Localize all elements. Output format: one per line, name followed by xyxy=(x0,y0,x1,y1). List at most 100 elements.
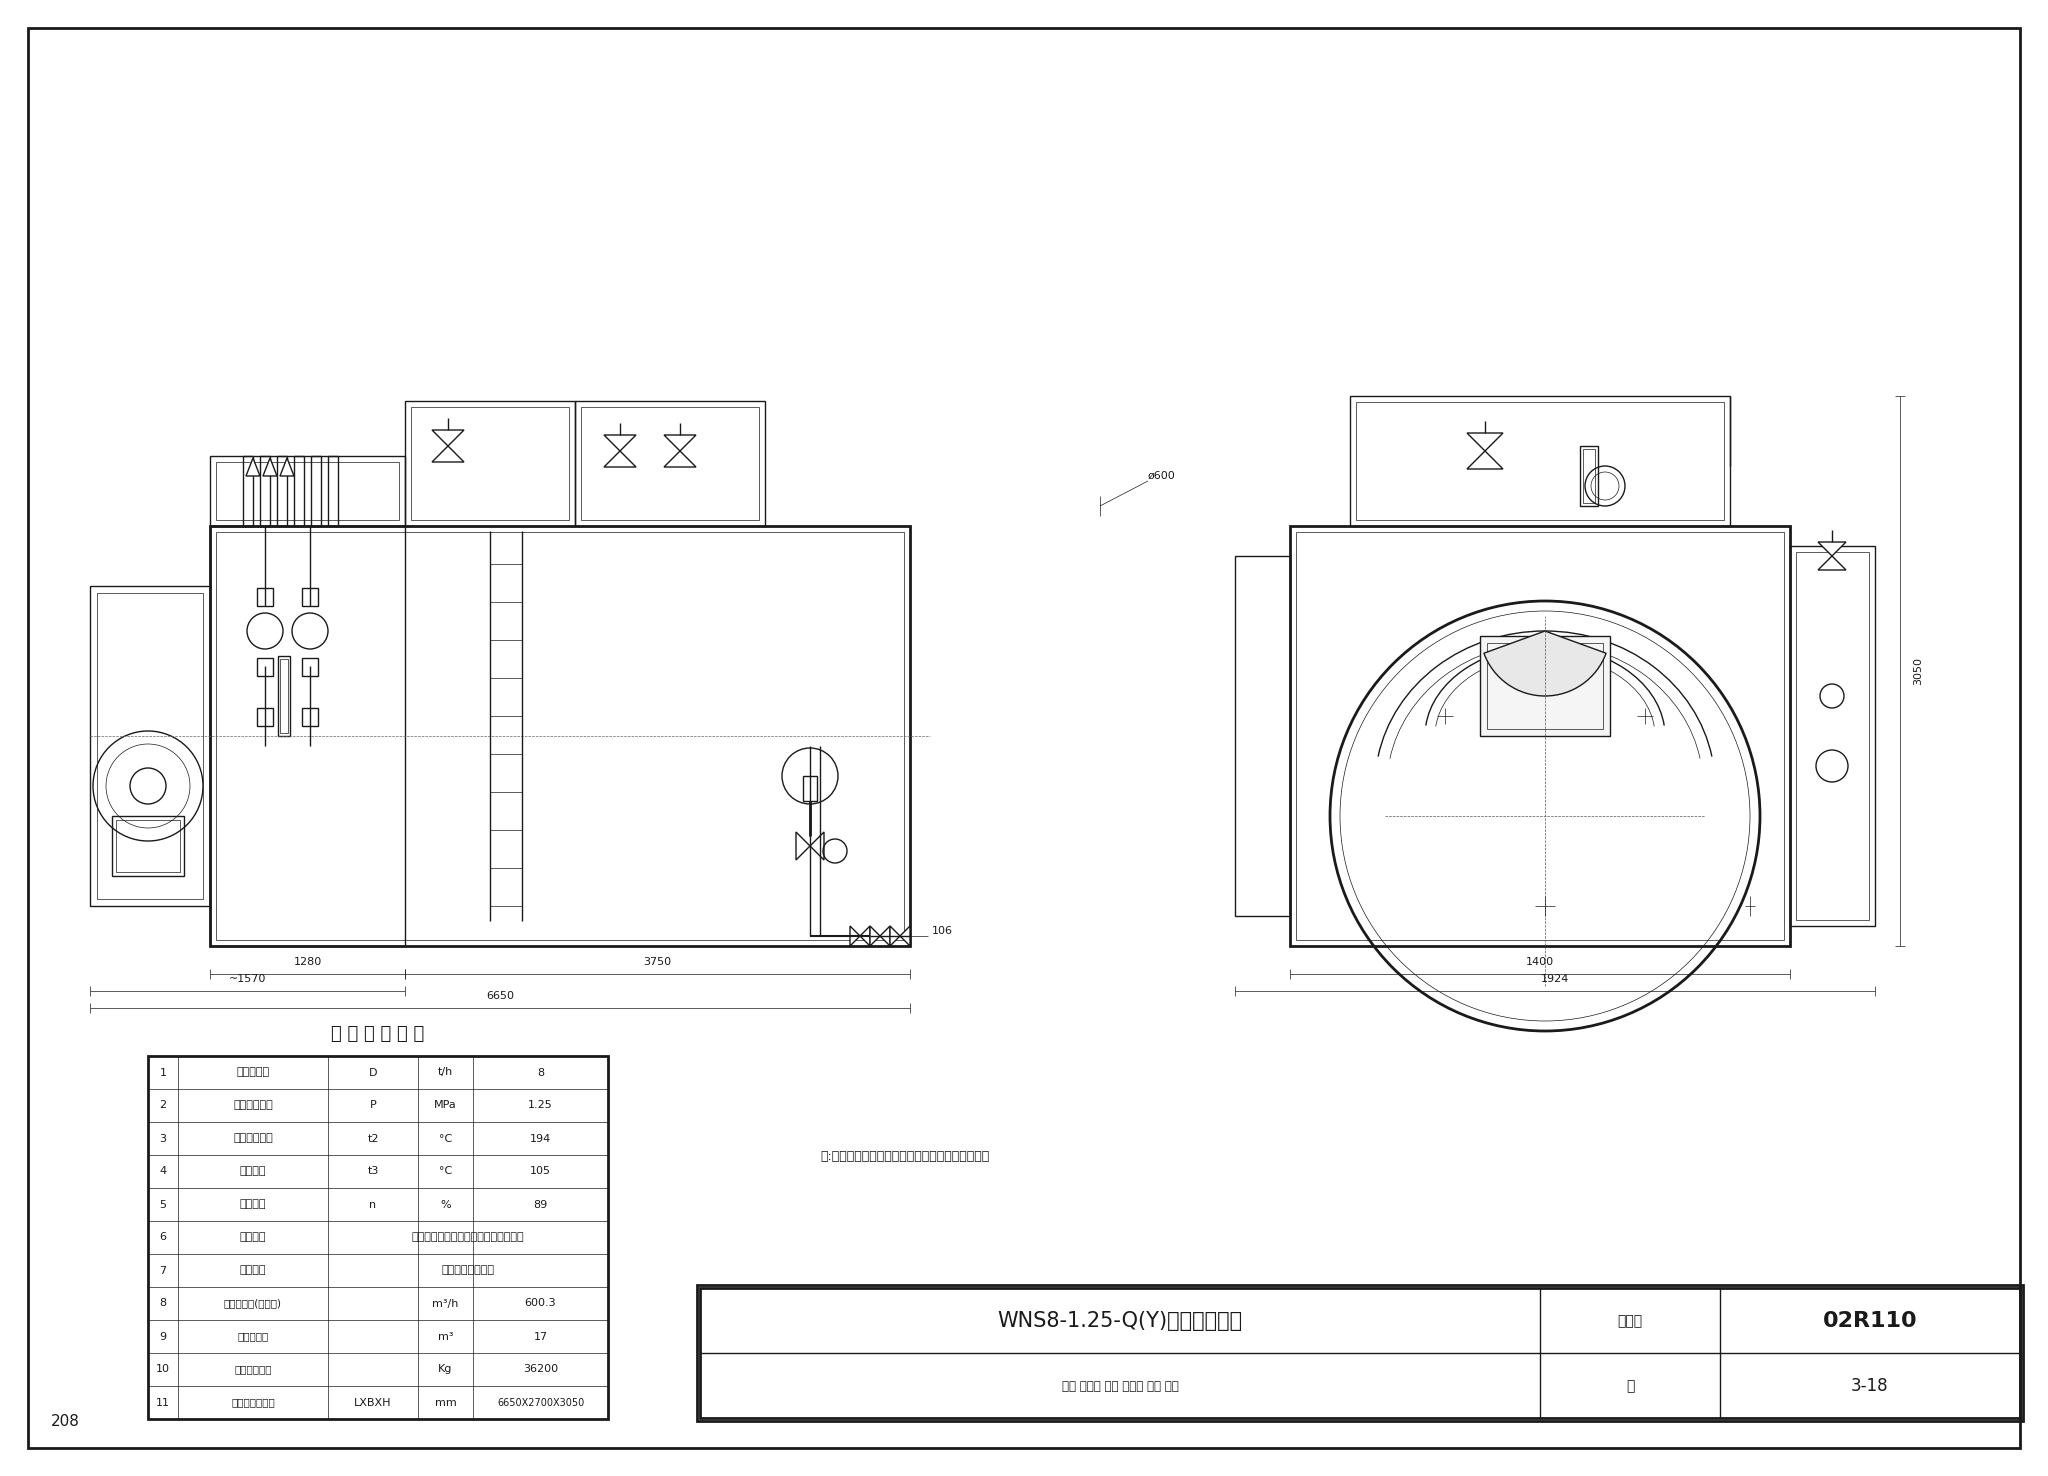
Text: 1.25: 1.25 xyxy=(528,1101,553,1110)
Bar xyxy=(295,456,303,525)
Text: WNS8-1.25-Q(Y)蒸汽锅炉总图: WNS8-1.25-Q(Y)蒸汽锅炉总图 xyxy=(997,1311,1243,1331)
Text: 锅炉运行重量: 锅炉运行重量 xyxy=(233,1364,272,1374)
Text: 9: 9 xyxy=(160,1331,166,1342)
Text: °C: °C xyxy=(438,1134,453,1144)
Bar xyxy=(301,587,317,607)
Text: D: D xyxy=(369,1067,377,1077)
Bar xyxy=(260,456,270,525)
Bar xyxy=(301,658,317,676)
Text: Kg: Kg xyxy=(438,1364,453,1374)
Text: 1280: 1280 xyxy=(293,956,322,967)
Text: LXBXH: LXBXH xyxy=(354,1398,391,1408)
Text: 4: 4 xyxy=(160,1166,166,1176)
Text: 208: 208 xyxy=(51,1414,80,1429)
Text: 燃料消耗量(天然气): 燃料消耗量(天然气) xyxy=(223,1299,283,1309)
Text: 调节方式: 调节方式 xyxy=(240,1265,266,1275)
Polygon shape xyxy=(1819,542,1845,556)
Text: 审核 钮茂罩 校对 茶老杯 设计 信流: 审核 钮茂罩 校对 茶老杯 设计 信流 xyxy=(1061,1380,1178,1392)
Polygon shape xyxy=(891,925,899,946)
Bar xyxy=(1290,525,1790,946)
Text: m³: m³ xyxy=(438,1331,453,1342)
Text: 8: 8 xyxy=(537,1067,545,1077)
Text: 1: 1 xyxy=(160,1067,166,1077)
Text: 图集号: 图集号 xyxy=(1618,1314,1642,1328)
Bar xyxy=(211,525,909,946)
Bar xyxy=(1487,644,1604,729)
Bar xyxy=(1790,546,1876,925)
Wedge shape xyxy=(1485,632,1606,697)
Text: 6650X2700X3050: 6650X2700X3050 xyxy=(498,1398,584,1408)
Text: t3: t3 xyxy=(367,1166,379,1176)
Bar xyxy=(1350,396,1731,525)
Bar xyxy=(1481,636,1610,737)
Text: 36200: 36200 xyxy=(522,1364,557,1374)
Bar xyxy=(311,456,322,525)
Text: t/h: t/h xyxy=(438,1067,453,1077)
Polygon shape xyxy=(262,458,276,475)
Text: 设计效率: 设计效率 xyxy=(240,1200,266,1209)
Bar xyxy=(700,1289,2019,1418)
Text: 额定蒸发量: 额定蒸发量 xyxy=(236,1067,270,1077)
Text: 106: 106 xyxy=(932,925,952,936)
Bar xyxy=(1235,556,1290,917)
Polygon shape xyxy=(432,446,465,462)
Bar xyxy=(256,658,272,676)
Text: ~1570: ~1570 xyxy=(229,974,266,984)
Polygon shape xyxy=(1466,452,1503,469)
Polygon shape xyxy=(870,925,881,946)
Text: 3050: 3050 xyxy=(1913,657,1923,685)
Polygon shape xyxy=(860,925,870,946)
Text: 注:本图按重庆锅炉总厂锅炉产品的技术资料编制。: 注:本图按重庆锅炉总厂锅炉产品的技术资料编制。 xyxy=(819,1150,989,1163)
Text: 3-18: 3-18 xyxy=(1851,1377,1888,1395)
Polygon shape xyxy=(1466,432,1503,452)
Text: 最大运输件尺寸: 最大运输件尺寸 xyxy=(231,1398,274,1408)
Text: 3: 3 xyxy=(160,1134,166,1144)
Text: °C: °C xyxy=(438,1166,453,1176)
Text: P: P xyxy=(369,1101,377,1110)
Text: 10: 10 xyxy=(156,1364,170,1374)
Bar xyxy=(117,821,180,872)
Bar xyxy=(96,593,203,899)
Text: 全自动，滑动二级: 全自动，滑动二级 xyxy=(442,1265,494,1275)
Text: 89: 89 xyxy=(532,1200,547,1209)
Bar xyxy=(256,587,272,607)
Text: 给水温度: 给水温度 xyxy=(240,1166,266,1176)
Bar xyxy=(113,816,184,875)
Bar xyxy=(279,655,291,737)
Bar xyxy=(1796,552,1870,920)
Text: 7: 7 xyxy=(160,1265,166,1275)
Polygon shape xyxy=(797,832,811,861)
Polygon shape xyxy=(881,925,891,946)
Bar xyxy=(412,407,569,520)
Bar xyxy=(328,456,338,525)
Bar xyxy=(406,401,575,525)
Text: m³/h: m³/h xyxy=(432,1299,459,1309)
Text: 页: 页 xyxy=(1626,1379,1634,1393)
Polygon shape xyxy=(664,452,696,466)
Bar xyxy=(215,531,903,940)
Text: 锅炉水容积: 锅炉水容积 xyxy=(238,1331,268,1342)
Polygon shape xyxy=(1819,556,1845,570)
Bar xyxy=(1356,401,1724,520)
Text: 11: 11 xyxy=(156,1398,170,1408)
Bar xyxy=(803,776,817,801)
Text: 17: 17 xyxy=(532,1331,547,1342)
Polygon shape xyxy=(246,458,260,475)
Text: 2: 2 xyxy=(160,1101,166,1110)
Text: 6650: 6650 xyxy=(485,990,514,1001)
Text: n: n xyxy=(369,1200,377,1209)
Text: 600.3: 600.3 xyxy=(524,1299,557,1309)
Polygon shape xyxy=(664,435,696,452)
Bar xyxy=(211,456,406,525)
Text: 适用燃料: 适用燃料 xyxy=(240,1232,266,1243)
Bar xyxy=(582,407,760,520)
Bar xyxy=(281,658,289,734)
Text: 1924: 1924 xyxy=(1540,974,1569,984)
Text: 锅 炉 主 要 性 能: 锅 炉 主 要 性 能 xyxy=(332,1024,424,1044)
Text: mm: mm xyxy=(434,1398,457,1408)
Bar xyxy=(256,708,272,726)
Bar xyxy=(90,586,211,906)
Text: t2: t2 xyxy=(367,1134,379,1144)
Polygon shape xyxy=(281,458,295,475)
Bar xyxy=(244,456,254,525)
